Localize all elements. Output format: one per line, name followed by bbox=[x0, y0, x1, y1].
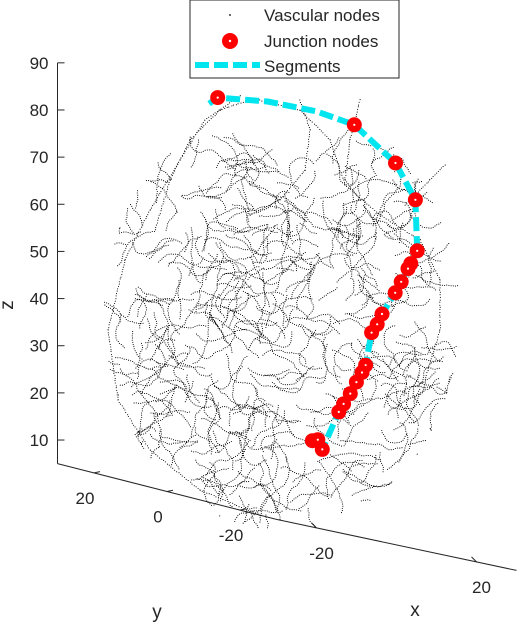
legend-junction-label: Junction nodes bbox=[264, 32, 378, 51]
junction-node-center bbox=[406, 267, 410, 270]
segments-layer bbox=[207, 94, 421, 453]
junction-node-center bbox=[360, 371, 364, 374]
z-tick-label: 40 bbox=[30, 290, 49, 309]
junction-node bbox=[314, 441, 330, 457]
y-tick-mark bbox=[239, 508, 247, 511]
z-tick-label: 50 bbox=[30, 242, 49, 261]
junction-node-center bbox=[416, 249, 419, 252]
y-axis-label: y bbox=[152, 602, 162, 623]
junction-node-center bbox=[370, 331, 373, 334]
x-tick-mark bbox=[311, 522, 317, 529]
junction-node bbox=[348, 374, 364, 390]
legend-vascular-label: Vascular nodes bbox=[264, 6, 380, 25]
y-tick-label: -20 bbox=[219, 526, 244, 545]
junction-node-center bbox=[337, 410, 340, 413]
junction-node-center bbox=[316, 438, 319, 441]
junction-node bbox=[331, 404, 347, 420]
z-axis-label: z bbox=[0, 300, 18, 310]
y-tick-label: 20 bbox=[76, 489, 95, 508]
legend-segment-label: Segments bbox=[264, 57, 341, 76]
x-tick-mark bbox=[471, 556, 477, 563]
z-tick-label: 90 bbox=[30, 54, 49, 73]
junction-node-center bbox=[376, 323, 379, 326]
axes-box bbox=[57, 62, 517, 571]
x-tick-label: -20 bbox=[309, 544, 334, 563]
tick-labels: 10 20 30 40 50 60 70 80 90 20 0 -20 -20 20 bbox=[30, 54, 491, 597]
z-tick-label: 20 bbox=[30, 384, 49, 403]
z-tick-label: 70 bbox=[30, 148, 49, 167]
junction-node bbox=[346, 117, 362, 133]
junction-node bbox=[400, 261, 416, 277]
junction-node-center bbox=[355, 381, 358, 384]
junction-node-center bbox=[353, 123, 356, 126]
junction-node bbox=[407, 192, 423, 208]
segment-route bbox=[207, 94, 421, 453]
junction-node bbox=[387, 285, 403, 301]
junction-node-center bbox=[349, 392, 352, 395]
vascular-node-points bbox=[103, 95, 459, 529]
junction-node-center bbox=[380, 312, 384, 316]
junction-node-center bbox=[400, 280, 403, 283]
junction-node-center bbox=[414, 198, 417, 201]
y-tick-mark bbox=[166, 489, 174, 492]
junction-nodes-layer bbox=[210, 90, 425, 457]
z-tick-label: 60 bbox=[30, 195, 49, 214]
junction-node bbox=[409, 243, 425, 259]
z-tick-label: 80 bbox=[30, 101, 49, 120]
junction-node-center bbox=[216, 96, 219, 99]
legend-vascular-marker bbox=[229, 14, 231, 16]
y-tick-mark bbox=[93, 471, 101, 474]
junction-node-center bbox=[394, 161, 397, 165]
junction-node-center bbox=[321, 448, 324, 451]
legend-junction-marker-center bbox=[228, 39, 232, 43]
junction-node bbox=[210, 90, 226, 106]
z-tick-label: 30 bbox=[30, 337, 49, 356]
junction-node bbox=[388, 155, 403, 171]
x-axis-label: x bbox=[410, 600, 420, 621]
legend: Vascular nodes Junction nodes Segments bbox=[189, 0, 400, 79]
y-tick-label: 0 bbox=[153, 508, 162, 527]
junction-node bbox=[364, 325, 380, 341]
junction-node-center bbox=[394, 291, 397, 294]
z-tick-label: 10 bbox=[30, 431, 49, 450]
x-tick-label: 20 bbox=[472, 578, 491, 597]
junction-node bbox=[393, 274, 409, 290]
vascular-nodes-layer bbox=[103, 95, 459, 529]
junction-node-center bbox=[342, 402, 345, 405]
